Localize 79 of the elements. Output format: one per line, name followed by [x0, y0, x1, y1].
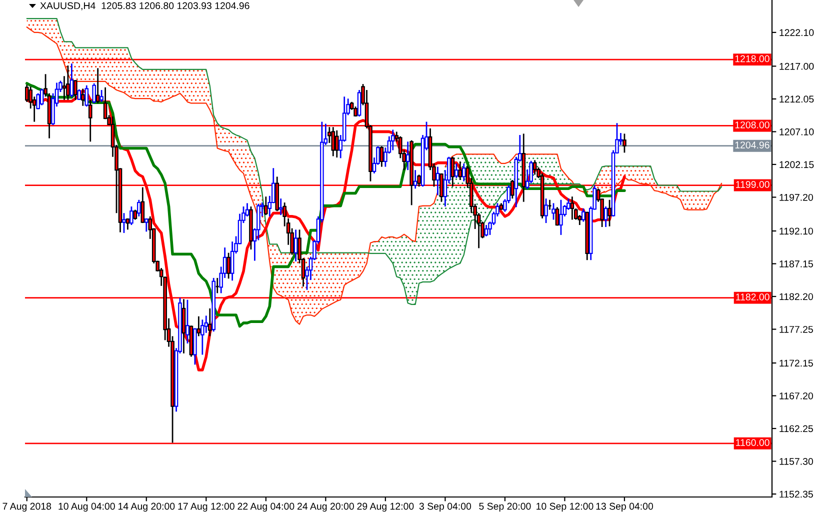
- candlestick: [92, 82, 96, 104]
- x-tick-label: 7 Aug 2018: [2, 502, 52, 512]
- ref-line-label: 1182.00: [736, 294, 770, 300]
- line-series: [25, 82, 626, 328]
- candlestick: [436, 166, 440, 196]
- candlestick: [484, 224, 488, 237]
- candlestick: [510, 179, 514, 200]
- candlestick: [84, 84, 89, 108]
- ref-line-label: 1160.00: [736, 439, 770, 446]
- x-tick-label: 22 Aug 04:00: [238, 502, 294, 512]
- candlestick: [36, 92, 40, 110]
- candlestick: [133, 209, 138, 220]
- candlestick: [552, 202, 556, 220]
- candlestick: [622, 132, 626, 154]
- candlestick: [559, 199, 563, 236]
- candlestick: [264, 196, 268, 216]
- candlestick: [454, 162, 458, 179]
- candlestick: [77, 88, 82, 101]
- y-tick-label: 1207.10: [780, 128, 814, 136]
- y-tick-label: 1222.10: [780, 29, 814, 36]
- candlestick: [608, 199, 612, 228]
- y-tick-label: 1217.00: [780, 62, 814, 70]
- candlestick: [354, 106, 358, 118]
- candlestick: [581, 208, 586, 222]
- candlestick: [555, 206, 560, 226]
- candlestick: [570, 196, 574, 220]
- candlestick: [278, 198, 283, 216]
- y-tick-label: 1157.30: [780, 458, 813, 465]
- x-tick-label: 24 Aug 20:00: [298, 502, 354, 512]
- x-tick-label: 13 Sep 04:00: [596, 502, 654, 512]
- candlestick: [100, 89, 104, 103]
- candlestick: [40, 88, 44, 106]
- y-tick-label: 1172.15: [780, 360, 813, 367]
- x-tick-label: 29 Aug 12:00: [357, 502, 414, 512]
- candlestick: [200, 318, 204, 356]
- candlestick: [334, 130, 339, 158]
- y-tick-label: 1212.05: [780, 96, 814, 103]
- candlestick: [604, 206, 608, 228]
- candlestick: [544, 198, 548, 224]
- candlestick: [413, 169, 418, 190]
- candlestick: [130, 206, 134, 226]
- ref-line-label: 1218.00: [735, 55, 770, 62]
- candlestick: [137, 199, 141, 218]
- candlestick: [462, 162, 466, 182]
- candlestick: [208, 308, 212, 337]
- candlestick: [186, 299, 190, 344]
- candlestick: [230, 240, 234, 282]
- candlestick: [391, 129, 395, 151]
- y-tick-label: 1187.15: [780, 260, 813, 268]
- y-tick-label: 1202.15: [780, 161, 814, 168]
- y-tick-label: 1162.25: [780, 425, 813, 432]
- candlestick: [70, 62, 74, 98]
- y-tick-label: 1182.20: [780, 293, 813, 300]
- candlestick: [406, 140, 410, 171]
- x-tick-label: 3 Sep 04:00: [419, 502, 472, 512]
- x-tick-label: 10 Sep 12:00: [536, 502, 594, 512]
- candlestick: [226, 252, 230, 280]
- x-tick-label: 14 Aug 20:00: [118, 502, 175, 512]
- candlestick: [144, 218, 148, 232]
- candlestick: [380, 146, 384, 168]
- y-tick-label: 1192.10: [780, 228, 813, 235]
- ref-line-label: 1208.00: [735, 121, 770, 128]
- y-tick-label: 1197.20: [780, 194, 813, 201]
- x-tick-label: 17 Aug 12:00: [178, 502, 234, 512]
- candlestick: [357, 89, 362, 118]
- candlestick: [458, 160, 462, 181]
- candlestick: [122, 212, 126, 234]
- candlestick: [532, 159, 537, 176]
- y-tick-label: 1152.35: [780, 490, 813, 498]
- y-tick-label: 1167.20: [780, 392, 813, 400]
- x-tick-label: 5 Sep 20:00: [479, 502, 531, 512]
- candlestick: [294, 228, 298, 262]
- candlestick: [196, 316, 201, 337]
- chart-title: XAUUSD,H4 1205.83 1206.80 1203.93 1204.96: [40, 2, 250, 10]
- ref-line-label: 1204.96: [735, 142, 770, 148]
- ref-line-label: 1199.00: [736, 181, 770, 188]
- x-tick-label: 10 Aug 04:00: [58, 502, 115, 512]
- candlestick: [548, 199, 552, 210]
- y-tick-label: 1177.25: [780, 326, 813, 333]
